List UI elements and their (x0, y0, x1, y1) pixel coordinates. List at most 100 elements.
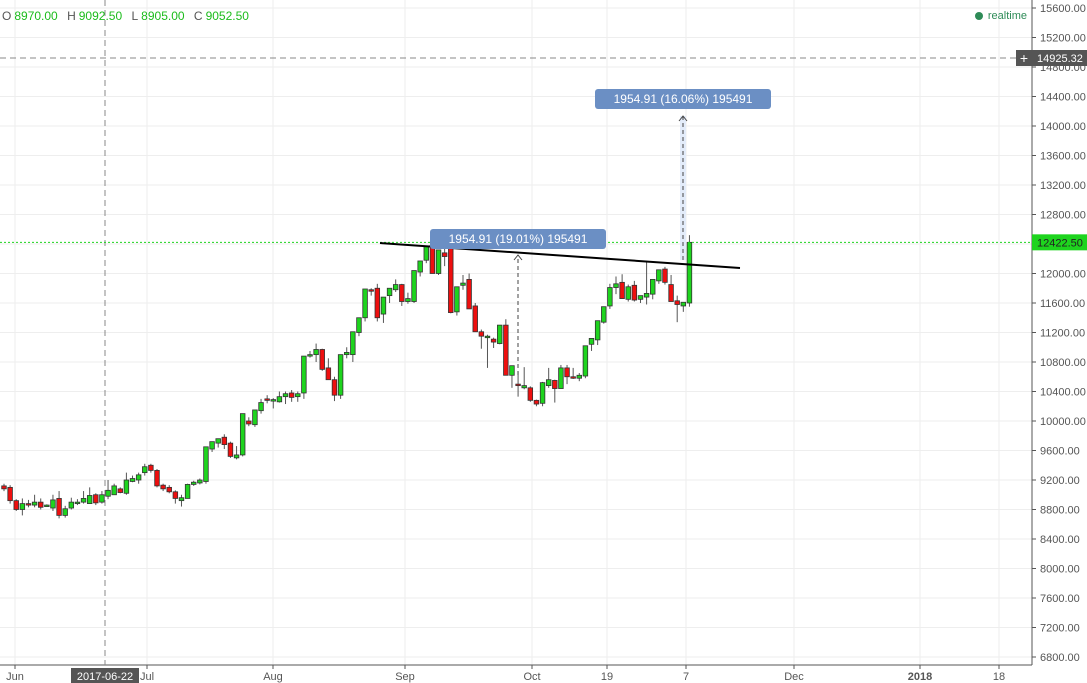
candle (252, 409, 258, 426)
realtime-indicator[interactable]: realtime (974, 10, 1027, 22)
crosshair-date-label (71, 668, 139, 683)
y-tick-label: 8400.00 (1040, 534, 1080, 546)
candle (411, 270, 417, 302)
high-value: 9092.50 (78, 9, 123, 23)
candle (686, 241, 693, 304)
svg-text:2017-06-22: 2017-06-22 (77, 671, 133, 683)
candle (246, 420, 252, 425)
candle (607, 287, 613, 307)
candle (533, 399, 540, 405)
measure-label (595, 89, 771, 109)
candle (44, 504, 50, 507)
candle (601, 306, 607, 323)
y-tick-label: 11600.00 (1040, 298, 1085, 310)
candles (1, 235, 693, 519)
candle (497, 324, 503, 344)
x-tick-label: Sep (395, 671, 415, 683)
candle (264, 398, 270, 401)
candle (154, 470, 160, 487)
crosshair-price-label (1032, 50, 1087, 66)
candle (448, 247, 454, 313)
candle (38, 501, 44, 508)
candle (368, 289, 374, 292)
candle (68, 501, 75, 509)
x-tick-label: Jun (6, 671, 24, 683)
candle (337, 354, 344, 396)
y-axis[interactable]: 15600.0015200.0014800.0014400.0014000.00… (1031, 0, 1086, 665)
candle (301, 355, 307, 394)
candle (631, 284, 638, 301)
candle (441, 252, 448, 257)
candle (93, 494, 99, 504)
candle (466, 278, 472, 310)
y-tick-label: 12800.00 (1040, 210, 1086, 222)
candle (197, 479, 203, 484)
y-tick-label: 14000.00 (1040, 121, 1086, 133)
svg-text:1954.91 (16.06%) 195491: 1954.91 (16.06%) 195491 (614, 92, 753, 106)
candle (386, 287, 393, 297)
candle (148, 464, 154, 471)
candle (399, 284, 405, 302)
status-dot-icon (974, 12, 983, 20)
candle (435, 249, 442, 274)
candle (1, 485, 7, 490)
candle (74, 501, 81, 505)
candle (662, 268, 668, 283)
y-tick-label: 13200.00 (1040, 180, 1086, 192)
candle (160, 484, 166, 490)
y-tick-label: 9600.00 (1040, 446, 1080, 458)
candle (184, 484, 191, 499)
measure-label (430, 229, 606, 249)
y-tick-label: 8000.00 (1040, 564, 1080, 576)
candle (643, 293, 650, 298)
candle (558, 367, 564, 389)
close-label: C (193, 9, 203, 23)
candle (668, 284, 674, 302)
candle (288, 392, 295, 398)
candle (576, 374, 582, 379)
candle (56, 498, 62, 516)
candle (356, 317, 362, 333)
candle (674, 300, 680, 305)
arrow-up-icon (678, 115, 688, 122)
candle (209, 441, 215, 450)
candle (625, 286, 631, 300)
candle (478, 331, 485, 337)
candle (484, 335, 491, 339)
x-axis: Jun Jul Aug Sep Oct 19 7 Dec 2018 18 (0, 664, 1032, 683)
candle (680, 301, 687, 307)
candle (276, 396, 283, 403)
x-tick-label: 7 (683, 671, 689, 683)
arrow-up-icon (513, 254, 523, 261)
candle (203, 446, 209, 482)
candle (13, 500, 19, 510)
candle (123, 479, 130, 494)
candle (594, 320, 601, 341)
svg-text:1954.91 (19.01%) 195491: 1954.91 (19.01%) 195491 (449, 232, 588, 246)
y-tick-label: 7600.00 (1040, 593, 1080, 605)
low-value: 8905.00 (141, 9, 185, 23)
candle (135, 474, 142, 481)
candle (570, 376, 576, 379)
realtime-label: realtime (987, 10, 1027, 22)
y-tick-label: 11200.00 (1040, 328, 1085, 340)
y-tick-label: 7200.00 (1040, 623, 1080, 635)
candle (545, 379, 552, 387)
candle (613, 283, 619, 288)
candle (227, 442, 234, 457)
candle (503, 324, 509, 376)
candle (527, 387, 534, 401)
candle (509, 365, 515, 376)
candle (99, 494, 105, 503)
candle (319, 349, 325, 370)
candle (650, 278, 656, 295)
candle (258, 402, 264, 412)
candle (619, 281, 625, 299)
plus-icon[interactable] (1016, 50, 1032, 66)
svg-text:+: + (1020, 50, 1028, 66)
candle (50, 499, 56, 509)
candle (111, 485, 117, 496)
candle (313, 349, 319, 356)
